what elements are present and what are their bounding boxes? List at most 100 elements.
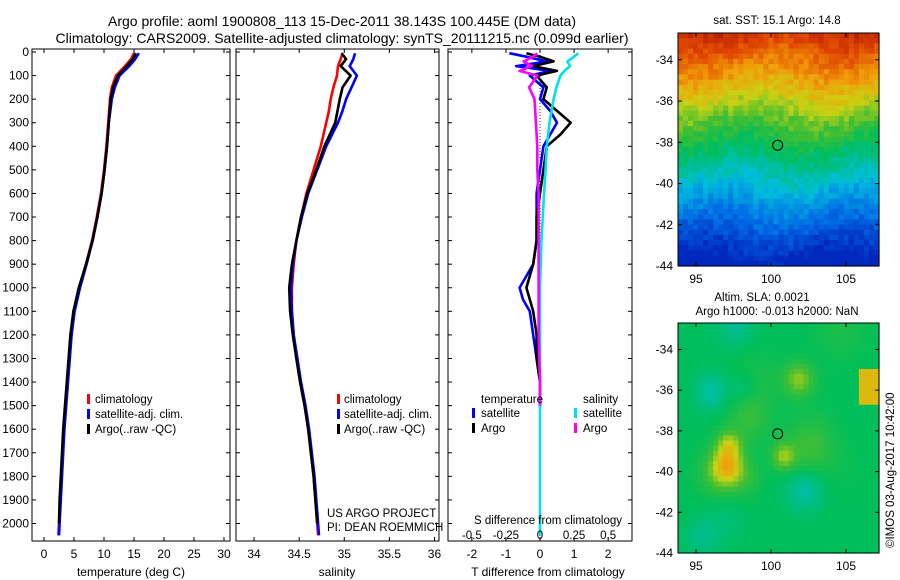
heatmap-cell — [863, 338, 870, 345]
heatmap-cell — [768, 512, 775, 518]
heatmap-cell — [848, 527, 855, 534]
heatmap-cell — [798, 48, 805, 55]
heatmap-cell — [713, 389, 719, 396]
heatmap-cell — [833, 491, 840, 498]
heatmap-cell — [793, 323, 800, 329]
heatmap-cell — [748, 219, 754, 226]
heatmap-cell — [853, 188, 860, 195]
heatmap-cell — [828, 255, 835, 262]
heatmap-cell — [793, 177, 800, 184]
heatmap-cell — [683, 33, 689, 39]
heatmap-cell — [793, 522, 800, 529]
heatmap-cell — [763, 517, 770, 523]
heatmap-cell — [698, 420, 704, 426]
heatmap-cell — [863, 409, 870, 416]
heatmap-cell — [723, 517, 729, 523]
heatmap-cell — [868, 53, 875, 60]
heatmap-cell — [798, 177, 805, 184]
heatmap-cell — [788, 172, 795, 179]
heatmap-cell — [708, 126, 714, 132]
heatmap-cell — [783, 141, 790, 148]
heatmap-cell — [833, 105, 840, 112]
heatmap-cell — [703, 374, 709, 380]
heatmap-cell — [768, 126, 775, 132]
heatmap-cell — [753, 481, 760, 488]
heatmap-cell — [723, 532, 729, 539]
heatmap-cell — [808, 152, 815, 158]
heatmap-cell — [743, 121, 749, 127]
heatmap-cell — [693, 234, 699, 241]
heatmap-cell — [698, 48, 704, 55]
heatmap-cell — [733, 53, 739, 60]
heatmap-cell — [808, 542, 815, 549]
argo-float-position-marker — [772, 139, 784, 151]
heatmap-cell — [848, 394, 855, 401]
heatmap-cell — [793, 507, 800, 513]
heatmap-cell — [743, 255, 749, 262]
heatmap-cell — [728, 399, 734, 406]
heatmap-cell — [683, 172, 689, 179]
heatmap-cell — [778, 250, 785, 257]
heatmap-cell — [798, 323, 805, 329]
heatmap-cell — [858, 48, 865, 55]
heatmap-cell — [823, 162, 830, 169]
heatmap-cell — [693, 409, 699, 416]
heatmap-cell — [863, 183, 870, 189]
sla-map-subtitle: Argo h1000: -0.013 h2000: NaN — [695, 306, 858, 318]
heatmap-cell — [758, 95, 765, 101]
heatmap-cell — [688, 333, 694, 339]
heatmap-cell — [703, 58, 709, 65]
heatmap-cell — [858, 440, 865, 447]
heatmap-cell — [808, 409, 815, 416]
heatmap-cell — [768, 420, 775, 426]
heatmap-cell — [763, 522, 770, 529]
heatmap-cell — [698, 172, 704, 179]
heatmap-cell — [748, 425, 754, 431]
heatmap-cell — [833, 167, 840, 174]
heatmap-cell — [853, 250, 860, 257]
heatmap-cell — [868, 338, 875, 345]
heatmap-cell — [853, 172, 860, 179]
heatmap-cell — [783, 74, 790, 81]
heatmap-cell — [748, 440, 754, 447]
heatmap-cell — [763, 48, 770, 55]
heatmap-cell — [833, 209, 840, 215]
heatmap-cell — [678, 409, 684, 416]
heatmap-cell — [833, 146, 840, 153]
heatmap-cell — [808, 193, 815, 200]
heatmap-cell — [698, 115, 704, 122]
imos-credit: ©IMOS 03-Aug-2017 10:42:00 — [885, 392, 897, 548]
heatmap-cell — [793, 409, 800, 416]
heatmap-cell — [773, 89, 780, 96]
x-tick-label: 36 — [428, 547, 442, 561]
heatmap-cell — [678, 33, 684, 39]
heatmap-cell — [808, 461, 815, 467]
heatmap-cell — [798, 461, 805, 467]
heatmap-cell — [743, 152, 749, 158]
heatmap-cell — [803, 43, 810, 50]
heatmap-cell — [743, 369, 749, 375]
heatmap-cell — [683, 105, 689, 112]
heatmap-cell — [743, 219, 749, 226]
heatmap-cell — [753, 399, 760, 406]
heatmap-cell — [783, 84, 790, 91]
heatmap-cell — [738, 358, 744, 365]
heatmap-cell — [863, 214, 870, 220]
heatmap-cell — [688, 394, 694, 401]
heatmap-cell — [858, 229, 865, 236]
heatmap-cell — [733, 38, 739, 44]
heatmap-cell — [803, 126, 810, 132]
heatmap-cell — [723, 172, 729, 179]
heatmap-cell — [708, 136, 714, 143]
heatmap-cell — [838, 198, 845, 205]
heatmap-cell — [683, 136, 689, 143]
heatmap-cell — [808, 126, 815, 132]
heatmap-cell — [683, 214, 689, 220]
heatmap-cell — [738, 507, 744, 513]
heatmap-cell — [803, 64, 810, 70]
heatmap-cell — [773, 537, 780, 544]
heatmap-cell — [853, 471, 860, 477]
heatmap-cell — [798, 33, 805, 39]
heatmap-cell — [873, 353, 880, 360]
heatmap-cell — [853, 542, 860, 549]
